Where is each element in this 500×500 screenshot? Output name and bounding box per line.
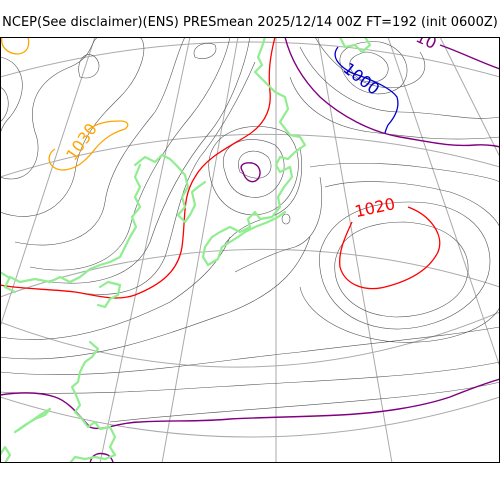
isobar	[109, 381, 500, 423]
isobar	[0, 37, 101, 180]
isobar-1010-low	[240, 162, 261, 183]
coastline-west-edge	[0, 270, 10, 279]
coastline-hudson	[3, 163, 142, 294]
isobar-1030-corner	[1, 37, 30, 55]
graticule	[0, 37, 500, 463]
isobars	[0, 37, 500, 423]
isobar	[193, 43, 217, 59]
isobar	[0, 37, 145, 217]
isobar	[222, 139, 285, 198]
coastline-island-north	[338, 37, 372, 54]
pressure-map: 1030 1000 1020 10	[0, 37, 500, 463]
isobar	[238, 150, 272, 179]
parallel-line	[0, 248, 500, 298]
label-1020: 1020	[353, 194, 397, 221]
isobar	[0, 86, 9, 123]
isobar	[14, 37, 186, 246]
parallel-line	[0, 41, 500, 78]
isobar	[319, 201, 491, 330]
isobar	[0, 236, 231, 340]
meridian-line	[0, 37, 96, 328]
isobar	[299, 46, 500, 119]
parallel-line	[0, 311, 500, 368]
isobar	[29, 37, 231, 271]
coastline-island-south	[0, 445, 12, 463]
isobar-1030-west	[48, 120, 129, 171]
meridian-line	[439, 37, 500, 158]
coastline-labrador	[96, 280, 122, 309]
label-1010-partial: 10	[413, 37, 439, 53]
isobar-1010-north	[284, 37, 500, 148]
isobar	[0, 361, 500, 394]
isobar	[349, 51, 389, 83]
coastline	[0, 37, 372, 463]
meridian-line	[387, 37, 500, 368]
meridian-line	[317, 37, 393, 463]
isobar	[324, 181, 500, 228]
coastline-east-canada	[68, 340, 117, 463]
map-title: NCEP(See disclaimer)(ENS) PRESmean 2025/…	[2, 15, 498, 30]
label-1030: 1030	[62, 120, 101, 164]
isobar	[234, 176, 323, 273]
isobar-1000	[334, 46, 399, 134]
isobar	[309, 162, 500, 183]
isobar-1020-ridge	[0, 37, 276, 299]
isobar	[208, 126, 299, 216]
coastline-greenland	[201, 37, 307, 267]
coastline-baffin	[133, 153, 207, 224]
label-1000: 1000	[339, 59, 383, 99]
isobar-1010-ne	[439, 44, 500, 70]
meridian-line	[99, 37, 191, 463]
isobar	[314, 37, 425, 89]
small-isobar-ring	[281, 213, 291, 225]
isobar	[0, 56, 23, 152]
isobar	[334, 221, 469, 318]
parallel-line	[0, 396, 500, 438]
isobar	[49, 37, 251, 284]
isobar	[0, 326, 500, 375]
isobar-1020-high	[339, 206, 441, 290]
isobar	[0, 236, 311, 360]
isobar	[219, 146, 302, 253]
isobar-1010-south	[0, 378, 500, 430]
isobar	[289, 76, 500, 140]
map-canvas: 1030 1000 1020 10	[0, 37, 500, 463]
isobar	[74, 61, 256, 295]
isobar	[299, 286, 500, 343]
coastline-newfoundland	[13, 407, 52, 434]
